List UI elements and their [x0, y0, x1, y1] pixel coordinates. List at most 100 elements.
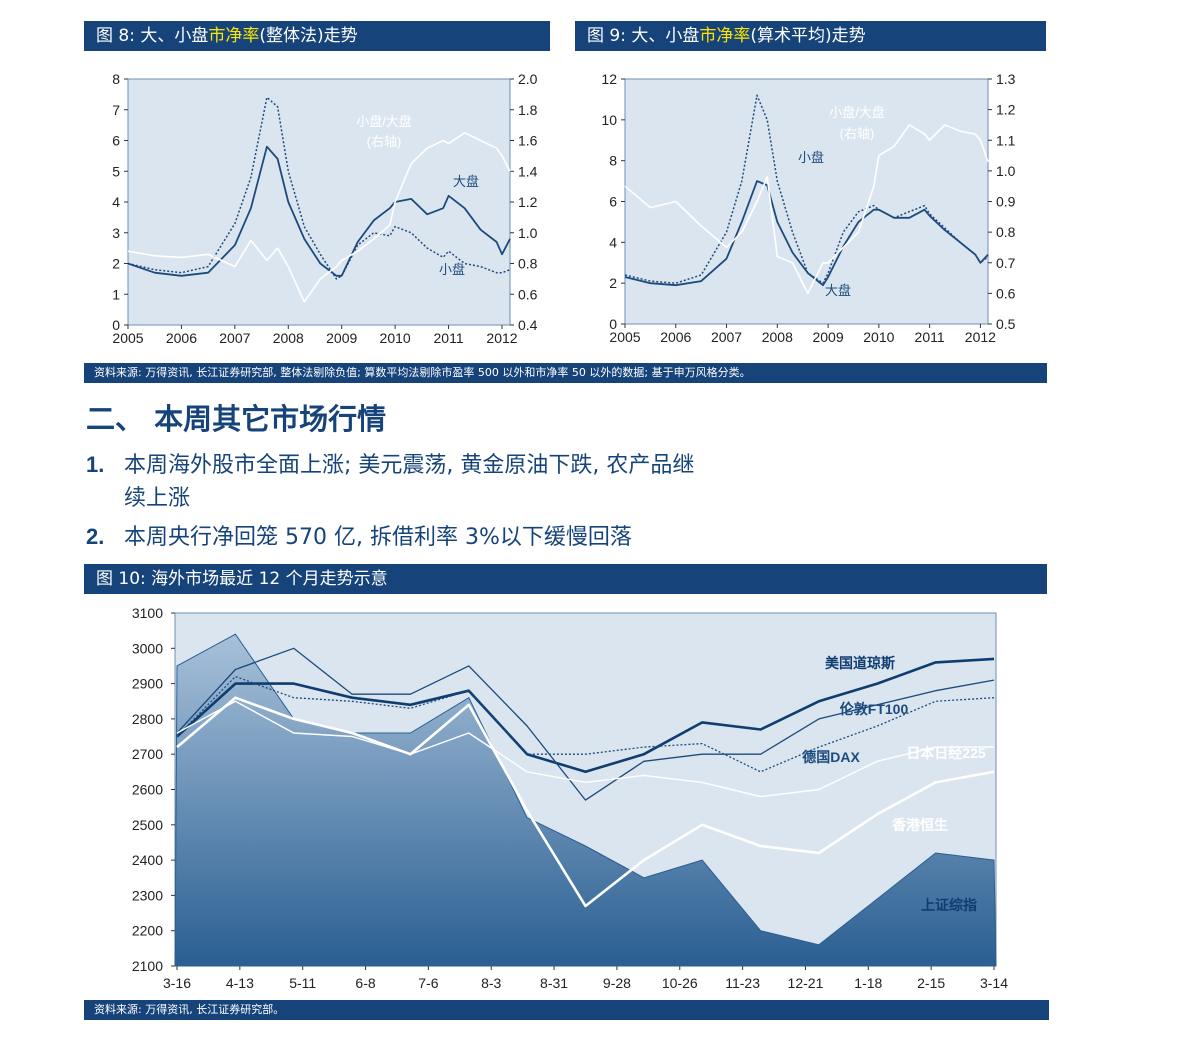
- x-tick-label: 2009: [326, 330, 357, 346]
- series-area-shanghai: [174, 633, 997, 967]
- fig8-chart: 2005 2006 2007 2008 2009 2010 2011 201201234567…: [112, 71, 538, 346]
- y-right-tick-label: 0.4: [518, 317, 538, 333]
- small-cap-annotation: 小盘: [798, 150, 824, 165]
- fig10-chart: 3100 3000 2900 2800 2700 2600 2500 2400 2300 2200…: [132, 605, 1008, 991]
- y-right-tick-label: 1.1: [996, 132, 1016, 148]
- y-left-tick-label: 7: [112, 102, 120, 118]
- y-left-tick-label: 3: [112, 225, 120, 241]
- ratio-axis-annotation: (右轴): [367, 134, 402, 149]
- x-tick-label: 2006: [660, 329, 691, 345]
- bullet-2-text: 本周央行净回笼 570 亿, 拆借利率 3%以下缓慢回落: [124, 525, 632, 550]
- label-shanghai: 上证综指: [921, 897, 977, 913]
- x-tick-label: 11-23: [725, 975, 760, 991]
- y-right-tick-label: 1.3: [996, 71, 1016, 87]
- large-cap-annotation: 大盘: [453, 174, 479, 189]
- series-line: [176, 696, 995, 908]
- y-right-tick-label: 0.7: [996, 255, 1016, 271]
- x-tick-label: 2012: [486, 330, 517, 346]
- y-left-tick-label: 6: [112, 133, 120, 149]
- ratio-annotation: 小盘/大盘: [356, 114, 412, 129]
- y-tick-label: 2400: [132, 852, 163, 868]
- series-line: [176, 647, 995, 801]
- y-left-tick-label: 4: [112, 194, 120, 210]
- fig9-title-pre: 图 9: 大、小盘: [587, 26, 700, 46]
- y-right-tick-label: 0.5: [996, 316, 1016, 332]
- y-tick-label: 2900: [132, 676, 163, 692]
- y-right-tick-label: 1.2: [518, 194, 538, 210]
- y-right-tick-label: 1.6: [518, 133, 538, 149]
- bullet-1-num: 1.: [86, 452, 105, 477]
- x-tick-label: 8-3: [481, 975, 501, 991]
- y-right-tick-label: 2.0: [518, 71, 538, 87]
- y-tick-label: 2500: [132, 817, 163, 833]
- y-tick-label: 3100: [132, 605, 163, 621]
- y-right-tick-label: 1.0: [518, 225, 538, 241]
- y-tick-label: 2200: [132, 923, 163, 939]
- label-nikkei: 日本日经225: [906, 745, 986, 761]
- x-tick-label: 12-21: [788, 975, 824, 991]
- y-right-tick-label: 1.2: [996, 102, 1016, 118]
- x-tick-label: 2007: [219, 330, 250, 346]
- y-tick-label: 2300: [132, 887, 163, 903]
- y-left-tick-label: 1: [112, 286, 120, 302]
- x-tick-label: 3-16: [163, 975, 191, 991]
- y-left-tick-label: 4: [609, 234, 617, 250]
- y-left-tick-label: 2: [112, 256, 120, 272]
- y-right-tick-label: 0.6: [996, 285, 1016, 301]
- y-right-tick-label: 0.9: [996, 194, 1016, 210]
- x-tick-label: 2005: [112, 330, 143, 346]
- y-left-tick-label: 10: [601, 112, 617, 128]
- source-note-1: 资料来源: 万得资讯, 长江证券研究部, 整体法剔除负值; 算数平均法剔除市盈率…: [84, 363, 1047, 383]
- bullet-1: 1. 本周海外股市全面上涨; 美元震荡, 黄金原油下跌, 农产品继: [86, 448, 694, 483]
- y-right-tick-label: 1.8: [518, 102, 538, 118]
- x-tick-label: 2007: [711, 329, 742, 345]
- x-tick-label: 2-15: [917, 975, 945, 991]
- x-tick-label: 2011: [434, 330, 464, 346]
- y-left-tick-label: 0: [112, 317, 120, 333]
- x-tick-label: 2009: [812, 329, 843, 345]
- y-left-tick-label: 2: [609, 275, 617, 291]
- y-left-tick-label: 6: [609, 194, 617, 210]
- x-tick-label: 2011: [915, 329, 945, 345]
- x-tick-label: 2012: [965, 329, 996, 345]
- y-right-tick-label: 0.8: [518, 256, 538, 272]
- ratio-annotation: 小盘/大盘: [829, 105, 885, 120]
- y-right-tick-label: 0.6: [518, 286, 538, 302]
- fig9-title-bar: 图 9: 大、小盘市净率(算术平均)走势: [575, 21, 1046, 51]
- x-tick-label: 5-11: [289, 975, 316, 991]
- fig8-title-pre: 图 8: 大、小盘: [96, 26, 209, 46]
- fig9-title-post: (算术平均)走势: [750, 26, 866, 46]
- ratio-axis-annotation: (右轴): [840, 126, 875, 141]
- x-tick-label: 2008: [762, 329, 793, 345]
- series-line: [176, 657, 995, 774]
- y-tick-label: 3000: [132, 640, 163, 656]
- series-line: [176, 700, 994, 798]
- bullet-2: 2. 本周央行净回笼 570 亿, 拆借利率 3%以下缓慢回落: [86, 520, 632, 555]
- section-heading: 二、 本周其它市场行情: [86, 402, 387, 436]
- x-tick-label: 2010: [380, 330, 411, 346]
- x-tick-label: 4-13: [226, 975, 254, 991]
- y-tick-label: 2700: [132, 746, 163, 762]
- y-left-tick-label: 12: [601, 71, 617, 87]
- label-hangseng: 香港恒生: [891, 817, 948, 833]
- fig8-title-post: (整体法)走势: [259, 26, 358, 46]
- bullet-1-cont: 续上涨: [124, 482, 190, 516]
- x-tick-label: 2005: [609, 329, 640, 345]
- y-left-tick-label: 5: [112, 163, 120, 179]
- y-tick-label: 2800: [132, 711, 163, 727]
- x-tick-label: 8-31: [540, 975, 568, 991]
- label-dow: 美国道琼斯: [825, 655, 895, 671]
- series-line: [127, 96, 511, 280]
- x-tick-label: 2010: [863, 329, 894, 345]
- x-tick-label: 10-26: [662, 975, 698, 991]
- y-right-tick-label: 1.4: [518, 163, 538, 179]
- label-ft100: 伦敦FT100: [840, 701, 909, 717]
- fig8-title-bar: 图 8: 大、小盘市净率(整体法)走势: [84, 21, 550, 51]
- y-left-tick-label: 8: [112, 71, 120, 87]
- x-tick-label: 2008: [273, 330, 304, 346]
- x-tick-label: 1-18: [854, 975, 882, 991]
- y-left-tick-label: 8: [609, 153, 617, 169]
- fig10-title-bar: 图 10: 海外市场最近 12 个月走势示意: [84, 564, 1047, 594]
- series-line: [624, 124, 989, 295]
- bullet-2-num: 2.: [86, 524, 105, 549]
